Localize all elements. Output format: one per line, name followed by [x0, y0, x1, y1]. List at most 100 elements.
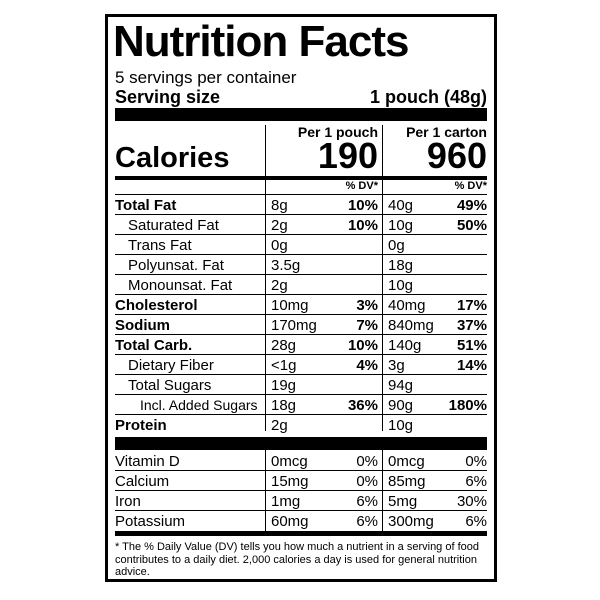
amount: 1mg: [271, 493, 301, 510]
daily-value: 0%: [356, 473, 378, 490]
daily-value: 180%: [448, 397, 487, 414]
daily-value: 0%: [465, 453, 487, 470]
serving-size-label: Serving size: [115, 87, 221, 107]
nutrient-name: Vitamin D: [115, 453, 180, 470]
nutrient-name: Calcium: [115, 473, 170, 490]
amount: 90g: [388, 397, 414, 414]
rule: [115, 510, 487, 511]
rule: [115, 437, 487, 450]
daily-value: 14%: [456, 357, 487, 374]
nutrient-name: Iron: [115, 493, 141, 510]
amount: 840mg: [388, 317, 434, 334]
rule: [115, 194, 487, 195]
daily-value: 7%: [356, 317, 378, 334]
amount: 18g: [271, 397, 297, 414]
amount: 40g: [388, 197, 414, 214]
amount: 2g: [271, 417, 288, 434]
rule: [265, 450, 266, 531]
rule: [115, 214, 487, 215]
amount: 19g: [271, 377, 297, 394]
rule: [115, 414, 487, 415]
daily-value: 17%: [456, 297, 487, 314]
amount: 140g: [388, 337, 422, 354]
amount: 0mcg: [271, 453, 308, 470]
rule: [115, 314, 487, 315]
rule: [115, 490, 487, 491]
amount: 5mg: [388, 493, 418, 510]
dv-header: % DV*: [454, 180, 487, 192]
daily-value: 6%: [356, 493, 378, 510]
rule: [115, 334, 487, 335]
amount: 0mcg: [388, 453, 425, 470]
nutrient-name: Potassium: [115, 513, 186, 530]
amount: 10g: [388, 417, 414, 434]
daily-value: 37%: [456, 317, 487, 334]
amount: 2g: [271, 217, 288, 234]
nutrient-name: Saturated Fat: [128, 217, 219, 234]
nutrient-name: Total Sugars: [128, 377, 212, 394]
daily-value: 6%: [465, 473, 487, 490]
daily-value: 50%: [456, 217, 487, 234]
amount: 94g: [388, 377, 414, 394]
nutrient-name: Sodium: [115, 317, 170, 334]
calories: 960: [426, 135, 487, 176]
daily-value: 3%: [356, 297, 378, 314]
daily-value: 30%: [456, 493, 487, 510]
nutrient-name: Trans Fat: [128, 237, 192, 254]
nutrient-name: Monounsat. Fat: [128, 277, 233, 294]
daily-value: 10%: [347, 197, 378, 214]
calories: 190: [317, 135, 378, 176]
rule: [115, 294, 487, 295]
nutrient-name: Protein: [115, 417, 167, 434]
dv-header: % DV*: [345, 180, 378, 192]
daily-value: 51%: [456, 337, 487, 354]
amount: 10g: [388, 277, 414, 294]
rule: [115, 234, 487, 235]
daily-value: 10%: [347, 337, 378, 354]
amount: 28g: [271, 337, 297, 354]
amount: 40mg: [388, 297, 426, 314]
daily-value: 36%: [347, 397, 378, 414]
rule: [265, 125, 266, 431]
nutrient-name: Dietary Fiber: [128, 357, 214, 374]
amount: 8g: [271, 197, 288, 214]
amount: 10g: [388, 217, 414, 234]
amount: 300mg: [388, 513, 434, 530]
amount: 18g: [388, 257, 414, 274]
amount: 3.5g: [271, 257, 301, 274]
daily-value: 6%: [356, 513, 378, 530]
rule: [115, 254, 487, 255]
nutrient-name: Total Fat: [115, 197, 177, 214]
rule: [115, 374, 487, 375]
daily-value: 6%: [465, 513, 487, 530]
column-header: Per 1 carton: [406, 124, 487, 140]
amount: 85mg: [388, 473, 426, 490]
serving-size: 1 pouch (48g): [369, 87, 487, 107]
servings: 5 servings per container: [115, 68, 297, 87]
nutrient-name: Total Carb.: [115, 337, 193, 354]
amount: 0g: [271, 237, 288, 254]
calories-label: Calories: [115, 142, 230, 174]
rule: [115, 354, 487, 355]
amount: 60mg: [271, 513, 309, 530]
nutrient-name: Incl. Added Sugars: [140, 397, 258, 413]
rule: [115, 531, 487, 536]
nutrient-name: Polyunsat. Fat: [128, 257, 224, 274]
daily-value: 49%: [456, 197, 487, 214]
rule: [115, 274, 487, 275]
amount: <1g: [271, 357, 297, 374]
nutrient-name: Cholesterol: [115, 297, 198, 314]
footnote: * The % Daily Value (DV) tells you how m…: [115, 541, 479, 579]
rule: [382, 125, 383, 431]
rule: [115, 176, 487, 180]
daily-value: 4%: [356, 357, 378, 374]
nutrition-label: [105, 14, 497, 582]
rule: [115, 394, 487, 395]
amount: 10mg: [271, 297, 309, 314]
rule: [115, 108, 487, 121]
title: Nutrition Facts: [113, 17, 409, 66]
amount: 0g: [388, 237, 405, 254]
amount: 170mg: [271, 317, 317, 334]
amount: 2g: [271, 277, 288, 294]
